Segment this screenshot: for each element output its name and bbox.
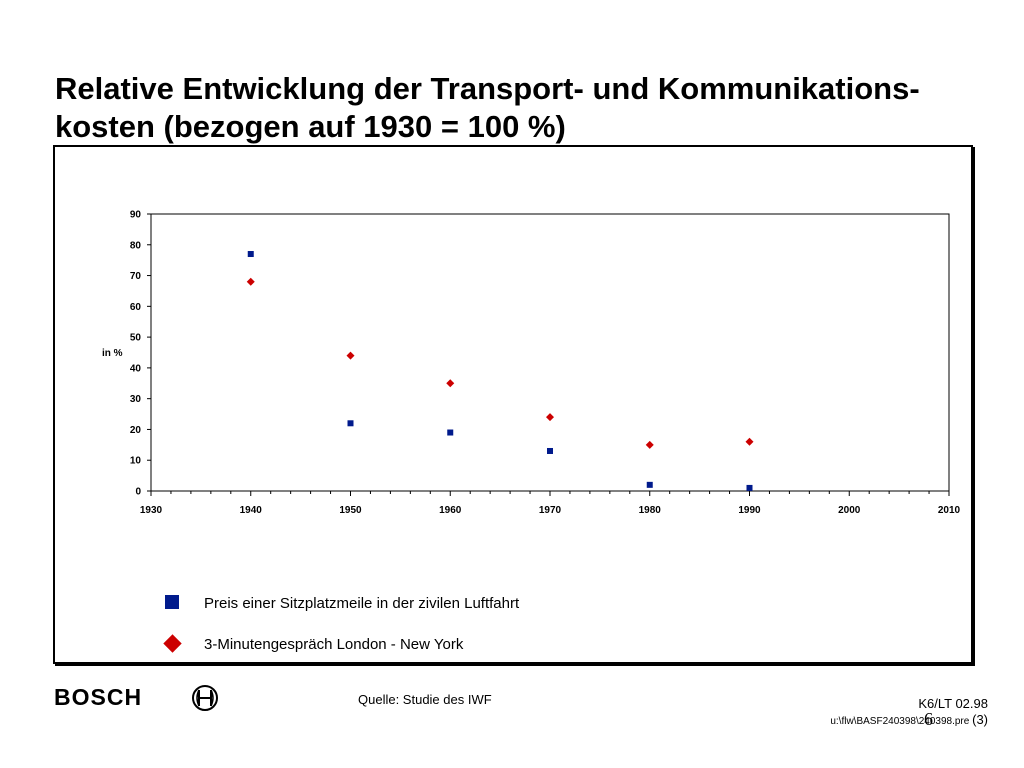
x-tick-label: 1950 (339, 505, 362, 516)
point-telefon-1980 (645, 440, 654, 449)
point-luftfahrt-1990 (746, 484, 753, 491)
source-note: Quelle: Studie des IWF (358, 692, 492, 707)
y-axis-label: in % (102, 348, 123, 359)
point-telefon-1950 (346, 351, 355, 360)
legend-label-telefon: 3-Minutengespräch London - New York (204, 635, 464, 653)
chart-frame: 0 10 20 30 40 50 60 70 80 90 1930 1940 1950 1960 1970 1… (53, 145, 973, 664)
legend-diamond-marker (160, 631, 186, 657)
file-path: u:\flw\BASF240398\240398.pre (3) (830, 712, 988, 727)
point-luftfahrt-1950 (347, 420, 354, 427)
title-line-2: kosten (bezogen auf 1930 = 100 %) (55, 109, 566, 144)
x-tick-label: 2010 (938, 505, 961, 516)
page-number: 6 (924, 709, 933, 729)
document-reference: K6/LT 02.98 (918, 696, 988, 711)
y-tick-label: 0 (135, 487, 141, 498)
legend-square-marker (160, 590, 186, 616)
point-telefon-1970 (546, 413, 554, 422)
y-tick-label: 90 (130, 210, 142, 221)
point-luftfahrt-1960 (447, 429, 454, 436)
y-tick-label: 40 (130, 363, 142, 374)
page-title: Relative Entwicklung der Transport- und … (55, 70, 1015, 146)
legend-item-telefon: 3-Minutengespräch London - New York (160, 631, 463, 657)
point-luftfahrt-1940 (247, 251, 254, 258)
point-telefon-1960 (446, 379, 455, 388)
bosch-logo: BOSCH (54, 684, 143, 710)
y-tick-label: 20 (130, 425, 142, 436)
page-reference: (3) (972, 712, 988, 727)
x-tick-label: 1970 (539, 505, 562, 516)
y-tick-label: 80 (130, 240, 142, 251)
y-tick-label: 70 (130, 271, 142, 282)
bosch-armature-icon (192, 685, 218, 711)
point-telefon-1990 (745, 437, 754, 446)
point-luftfahrt-1980 (646, 481, 653, 488)
point-luftfahrt-1970 (547, 447, 553, 454)
x-tick-label: 1930 (140, 505, 163, 516)
x-tick-label: 1980 (639, 505, 662, 516)
y-tick-label: 60 (130, 302, 142, 313)
x-tick-label: 1940 (240, 505, 263, 516)
title-line-1: Relative Entwicklung der Transport- und … (55, 71, 920, 106)
file-path-text: u:\flw\BASF240398\240398.pre (830, 716, 970, 727)
legend-label-luftfahrt: Preis einer Sitzplatzmeile in der zivile… (204, 594, 520, 612)
x-tick-label: 1960 (439, 505, 462, 516)
x-tick-label: 2000 (838, 505, 861, 516)
scatter-chart: 0 10 20 30 40 50 60 70 80 90 1930 1940 1950 1960 1970 1… (102, 210, 961, 517)
x-tick-label: 1990 (738, 505, 761, 516)
y-tick-label: 10 (130, 456, 142, 467)
y-tick-label: 30 (130, 394, 142, 405)
point-telefon-1940 (246, 277, 255, 286)
legend-item-luftfahrt: Preis einer Sitzplatzmeile in der zivile… (160, 590, 519, 616)
y-tick-label: 50 (130, 333, 142, 344)
